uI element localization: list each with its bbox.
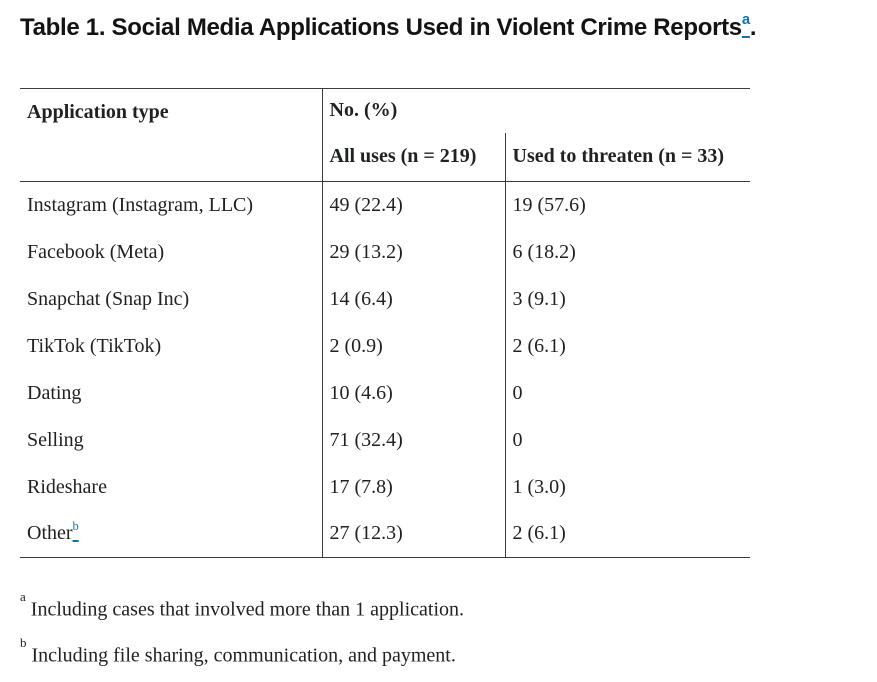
footnote-b-marker: b xyxy=(20,634,27,650)
footnote-a-marker: a xyxy=(20,588,26,604)
cell-application-type: Rideshare xyxy=(20,463,323,511)
table-row: Otherb 27 (12.3) 2 (6.1) xyxy=(20,510,750,558)
cell-application-type: Facebook (Meta) xyxy=(20,228,323,276)
table-title: Table 1. Social Media Applications Used … xyxy=(20,11,860,43)
cell-used-to-threaten: 1 (3.0) xyxy=(512,475,566,498)
cell-used-to-threaten: 0 xyxy=(512,381,523,404)
cell-all-uses: 29 (13.2) xyxy=(322,228,506,276)
footnotes: aIncluding cases that involved more than… xyxy=(20,588,840,682)
footnote-a-text: Including cases that involved more than … xyxy=(30,598,464,621)
table-row: Instagram (Instagram, LLC) 49 (22.4) 19 … xyxy=(20,181,750,229)
cell-application-type: Otherb xyxy=(20,510,323,558)
col-header-used-to-threaten: Used to threaten (n = 33) xyxy=(505,132,751,182)
cell-used-to-threaten: 3 (9.1) xyxy=(512,287,566,310)
table-row: Selling 71 (32.4) 0 xyxy=(20,416,750,464)
footnote-b-superscript[interactable]: b xyxy=(72,518,79,533)
cell-used-to-threaten: 2 (6.1) xyxy=(512,522,566,545)
table-body: Instagram (Instagram, LLC) 49 (22.4) 19 … xyxy=(20,181,750,558)
cell-all-uses: 49 (22.4) xyxy=(322,181,506,229)
cell-used-to-threaten: 19 (57.6) xyxy=(512,193,586,216)
cell-all-uses: 17 (7.8) xyxy=(322,463,506,511)
footnote-b-text: Including file sharing, communication, a… xyxy=(31,644,456,667)
footnote-a-superscript[interactable]: a xyxy=(741,11,750,28)
cell-all-uses: 71 (32.4) xyxy=(322,416,506,464)
table-title-text: Table 1. Social Media Applications Used … xyxy=(20,14,742,41)
cell-application-type: Instagram (Instagram, LLC) xyxy=(20,181,323,229)
cell-used-to-threaten: 2 (6.1) xyxy=(512,334,566,357)
cell-all-uses: 14 (6.4) xyxy=(322,275,506,323)
cell-other-label: Other xyxy=(27,522,73,545)
table-row: Dating 10 (4.6) 0 xyxy=(20,369,750,417)
cell-all-uses: 10 (4.6) xyxy=(322,369,506,417)
footnote-a-link[interactable]: a xyxy=(741,11,750,41)
cell-all-uses: 2 (0.9) xyxy=(322,322,506,370)
cell-application-type: Dating xyxy=(20,369,323,417)
col-header-all-uses: All uses (n = 219) xyxy=(322,132,506,182)
data-table: Application type No. (%) All uses (n = 2… xyxy=(20,88,751,558)
table-row: Facebook (Meta) 29 (13.2) 6 (18.2) xyxy=(20,228,750,276)
table-title-period: . xyxy=(749,14,757,41)
table-row: Rideshare 17 (7.8) 1 (3.0) xyxy=(20,463,750,511)
cell-application-type: TikTok (TikTok) xyxy=(20,322,323,370)
footnote-b-link[interactable]: b xyxy=(72,518,79,544)
footnote-b: bIncluding file sharing, communication, … xyxy=(20,634,840,669)
cell-used-to-threaten: 6 (18.2) xyxy=(512,240,576,263)
cell-application-type: Selling xyxy=(20,416,323,464)
cell-all-uses: 27 (12.3) xyxy=(322,510,506,558)
cell-used-to-threaten: 0 xyxy=(512,428,523,451)
cell-application-type: Snapchat (Snap Inc) xyxy=(20,275,323,323)
col-header-group-no-pct: No. (%) xyxy=(329,99,398,122)
table-header: Application type No. (%) All uses (n = 2… xyxy=(20,88,751,182)
header-row-sub: All uses (n = 219) Used to threaten (n =… xyxy=(20,132,751,182)
table-row: TikTok (TikTok) 2 (0.9) 2 (6.1) xyxy=(20,322,750,370)
col-header-application-type: Application type xyxy=(20,88,323,182)
footnote-a: aIncluding cases that involved more than… xyxy=(20,588,840,623)
header-row-group: Application type No. (%) xyxy=(20,88,750,182)
table-row: Snapchat (Snap Inc) 14 (6.4) 3 (9.1) xyxy=(20,275,750,323)
